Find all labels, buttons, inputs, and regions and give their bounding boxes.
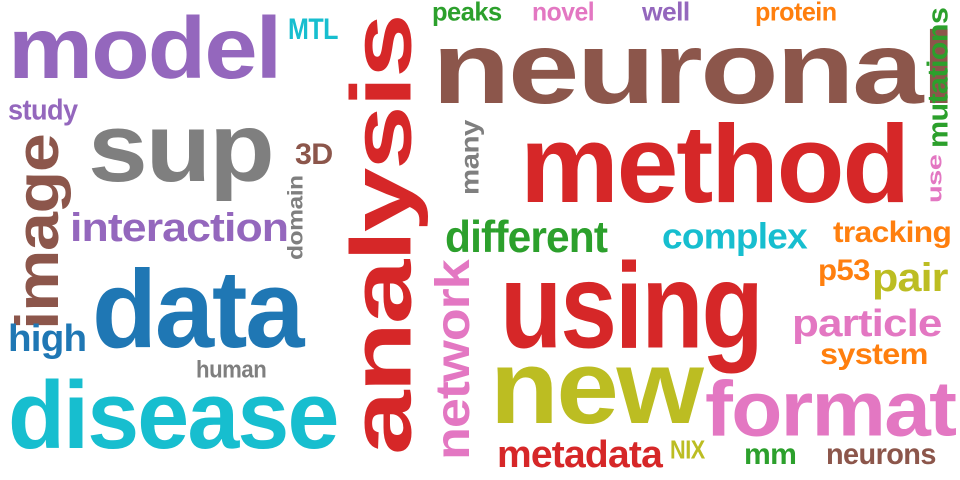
word-complex: complex	[662, 215, 808, 257]
word-analysis: analysis	[334, 15, 430, 455]
word-format: format	[705, 364, 957, 453]
word-neuronal: neuronal	[432, 11, 957, 126]
word-different: different	[445, 212, 608, 262]
word-protein: protein	[755, 0, 837, 27]
word-data: data	[92, 247, 305, 372]
word-neurons: neurons	[826, 438, 936, 471]
word-system: system	[820, 338, 928, 371]
word-network: network	[426, 260, 480, 460]
word-NIX: NIX	[670, 436, 705, 465]
word-high: high	[8, 317, 87, 360]
word-sup: sup	[88, 93, 275, 203]
word-peaks: peaks	[432, 0, 502, 27]
word-MTL: MTL	[288, 13, 338, 46]
word-3D: 3D	[295, 138, 333, 171]
word-particle: particle	[792, 302, 942, 345]
word-using: using	[500, 236, 764, 374]
word-human: human	[196, 356, 267, 383]
word-p53: p53	[818, 254, 870, 287]
word-mutations: mutations	[922, 7, 954, 149]
word-domain: domain	[284, 175, 308, 260]
word-disease: disease	[8, 361, 339, 469]
word-tracking: tracking	[833, 216, 952, 249]
word-interaction: interaction	[70, 205, 289, 250]
word-model: model	[8, 0, 282, 97]
word-method: method	[520, 102, 910, 227]
word-well: well	[642, 0, 690, 27]
word-pair: pair	[872, 255, 948, 300]
word-mm: mm	[744, 438, 797, 471]
word-novel: novel	[532, 0, 595, 27]
word-many: many	[456, 120, 485, 195]
word-new: new	[490, 328, 704, 446]
word-image: image	[4, 134, 72, 330]
word-study: study	[8, 94, 78, 126]
word-use: use	[923, 154, 946, 203]
word-metadata: metadata	[497, 433, 663, 476]
